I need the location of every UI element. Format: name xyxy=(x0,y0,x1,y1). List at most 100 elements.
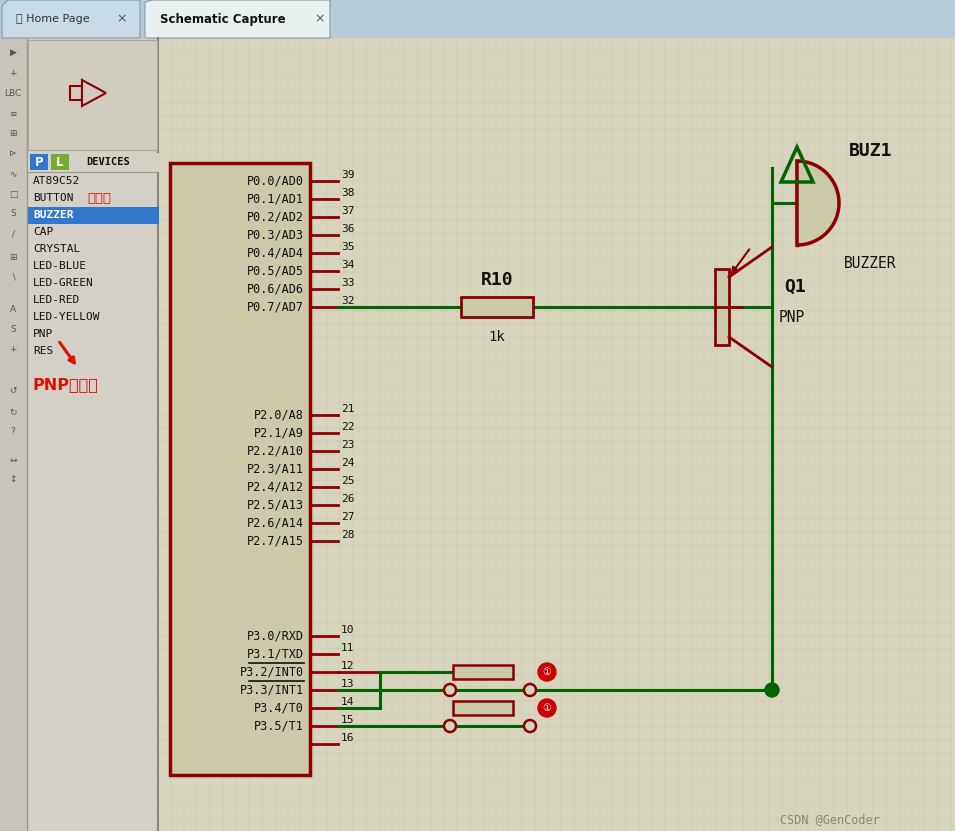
Text: P0.5/AD5: P0.5/AD5 xyxy=(247,264,304,278)
Text: 蜂鸣器: 蜂鸣器 xyxy=(87,191,111,204)
Text: BUZZER: BUZZER xyxy=(33,210,74,220)
Text: □: □ xyxy=(9,189,17,199)
Bar xyxy=(0,38,27,831)
Polygon shape xyxy=(797,161,839,245)
Text: 38: 38 xyxy=(341,188,354,198)
Text: 16: 16 xyxy=(341,733,354,743)
Text: P3.0/RXD: P3.0/RXD xyxy=(247,630,304,642)
Text: +: + xyxy=(10,346,17,355)
Bar xyxy=(170,163,310,775)
Text: P2.7/A15: P2.7/A15 xyxy=(247,534,304,548)
Text: L: L xyxy=(56,155,64,169)
Text: CAP: CAP xyxy=(33,227,53,237)
Bar xyxy=(158,38,955,831)
Text: 15: 15 xyxy=(341,715,354,725)
Text: P0.1/AD1: P0.1/AD1 xyxy=(247,193,304,205)
Text: PNP: PNP xyxy=(33,329,53,339)
Text: P0.3/AD3: P0.3/AD3 xyxy=(247,229,304,242)
Text: ①: ① xyxy=(542,703,551,713)
Text: P0.7/AD7: P0.7/AD7 xyxy=(247,301,304,313)
Text: 26: 26 xyxy=(341,494,354,504)
Text: 24: 24 xyxy=(341,458,354,468)
Text: P2.5/A13: P2.5/A13 xyxy=(247,499,304,512)
Circle shape xyxy=(765,683,779,697)
Text: LED-BLUE: LED-BLUE xyxy=(33,261,87,271)
Text: P3.3/INT1: P3.3/INT1 xyxy=(240,684,304,696)
Text: 28: 28 xyxy=(341,530,354,540)
Text: R10: R10 xyxy=(480,271,514,289)
Text: 32: 32 xyxy=(341,296,354,306)
Polygon shape xyxy=(2,0,140,38)
Text: 33: 33 xyxy=(341,278,354,288)
Text: 23: 23 xyxy=(341,440,354,450)
Text: BUZZER: BUZZER xyxy=(844,255,897,271)
Text: ≡: ≡ xyxy=(10,110,17,119)
Text: ⊞: ⊞ xyxy=(10,130,17,139)
Text: ↔: ↔ xyxy=(10,455,17,465)
Text: 🏠 Home Page: 🏠 Home Page xyxy=(16,14,90,24)
Text: BUTTON: BUTTON xyxy=(33,193,74,203)
Text: LED-YELLOW: LED-YELLOW xyxy=(33,312,100,322)
Text: 35: 35 xyxy=(341,242,354,252)
Text: P3.1/TXD: P3.1/TXD xyxy=(247,647,304,661)
Text: ×: × xyxy=(117,12,127,26)
Text: ▶: ▶ xyxy=(10,47,16,57)
Text: 13: 13 xyxy=(341,679,354,689)
Text: +: + xyxy=(10,70,17,78)
Text: CRYSTAL: CRYSTAL xyxy=(33,244,80,254)
Text: 27: 27 xyxy=(341,512,354,522)
Text: P0.4/AD4: P0.4/AD4 xyxy=(247,247,304,259)
Text: LED-RED: LED-RED xyxy=(33,295,80,305)
Text: P: P xyxy=(34,155,43,169)
Text: P0.6/AD6: P0.6/AD6 xyxy=(247,283,304,296)
Text: P3.4/T0: P3.4/T0 xyxy=(254,701,304,715)
Text: Q1: Q1 xyxy=(784,278,806,296)
Bar xyxy=(28,40,157,150)
Bar xyxy=(27,38,158,831)
Text: ∿: ∿ xyxy=(10,170,17,179)
Text: P2.0/A8: P2.0/A8 xyxy=(254,409,304,421)
Text: ∖: ∖ xyxy=(11,273,16,283)
Text: ⊞: ⊞ xyxy=(10,253,17,263)
Text: AT89C52: AT89C52 xyxy=(33,176,80,186)
Text: 36: 36 xyxy=(341,224,354,234)
Circle shape xyxy=(444,684,456,696)
Circle shape xyxy=(538,699,556,717)
Bar xyxy=(0,0,955,38)
Bar xyxy=(51,154,69,170)
Text: P3.5/T1: P3.5/T1 xyxy=(254,720,304,732)
Text: ①: ① xyxy=(542,667,551,677)
Polygon shape xyxy=(145,0,330,38)
Text: PNP: PNP xyxy=(779,309,805,324)
Bar xyxy=(70,86,82,100)
Bar xyxy=(461,297,533,317)
Bar xyxy=(453,701,513,715)
Text: RES: RES xyxy=(33,346,53,356)
Text: P2.4/A12: P2.4/A12 xyxy=(247,480,304,494)
Text: ↻: ↻ xyxy=(10,407,17,416)
Text: PNP三极管: PNP三极管 xyxy=(32,377,97,392)
Text: CSDN @GenCoder: CSDN @GenCoder xyxy=(780,814,880,827)
Text: 37: 37 xyxy=(341,206,354,216)
Bar xyxy=(453,665,513,679)
Text: P0.2/AD2: P0.2/AD2 xyxy=(247,210,304,224)
Bar xyxy=(715,269,729,345)
Text: 22: 22 xyxy=(341,422,354,432)
Bar xyxy=(28,153,159,173)
Text: 34: 34 xyxy=(341,260,354,270)
Bar xyxy=(28,207,159,224)
Circle shape xyxy=(524,684,536,696)
Text: P2.2/A10: P2.2/A10 xyxy=(247,445,304,458)
Text: ↕: ↕ xyxy=(10,475,17,484)
Text: 1k: 1k xyxy=(489,330,505,344)
Text: /: / xyxy=(11,229,14,238)
Text: S: S xyxy=(11,209,16,219)
Text: 11: 11 xyxy=(341,643,354,653)
Text: 12: 12 xyxy=(341,661,354,671)
Text: BUZ1: BUZ1 xyxy=(849,142,893,160)
Text: LED-GREEN: LED-GREEN xyxy=(33,278,94,288)
Text: ⊳: ⊳ xyxy=(10,150,17,159)
Text: Schematic Capture: Schematic Capture xyxy=(160,12,286,26)
Circle shape xyxy=(524,720,536,732)
Text: P0.0/AD0: P0.0/AD0 xyxy=(247,175,304,188)
